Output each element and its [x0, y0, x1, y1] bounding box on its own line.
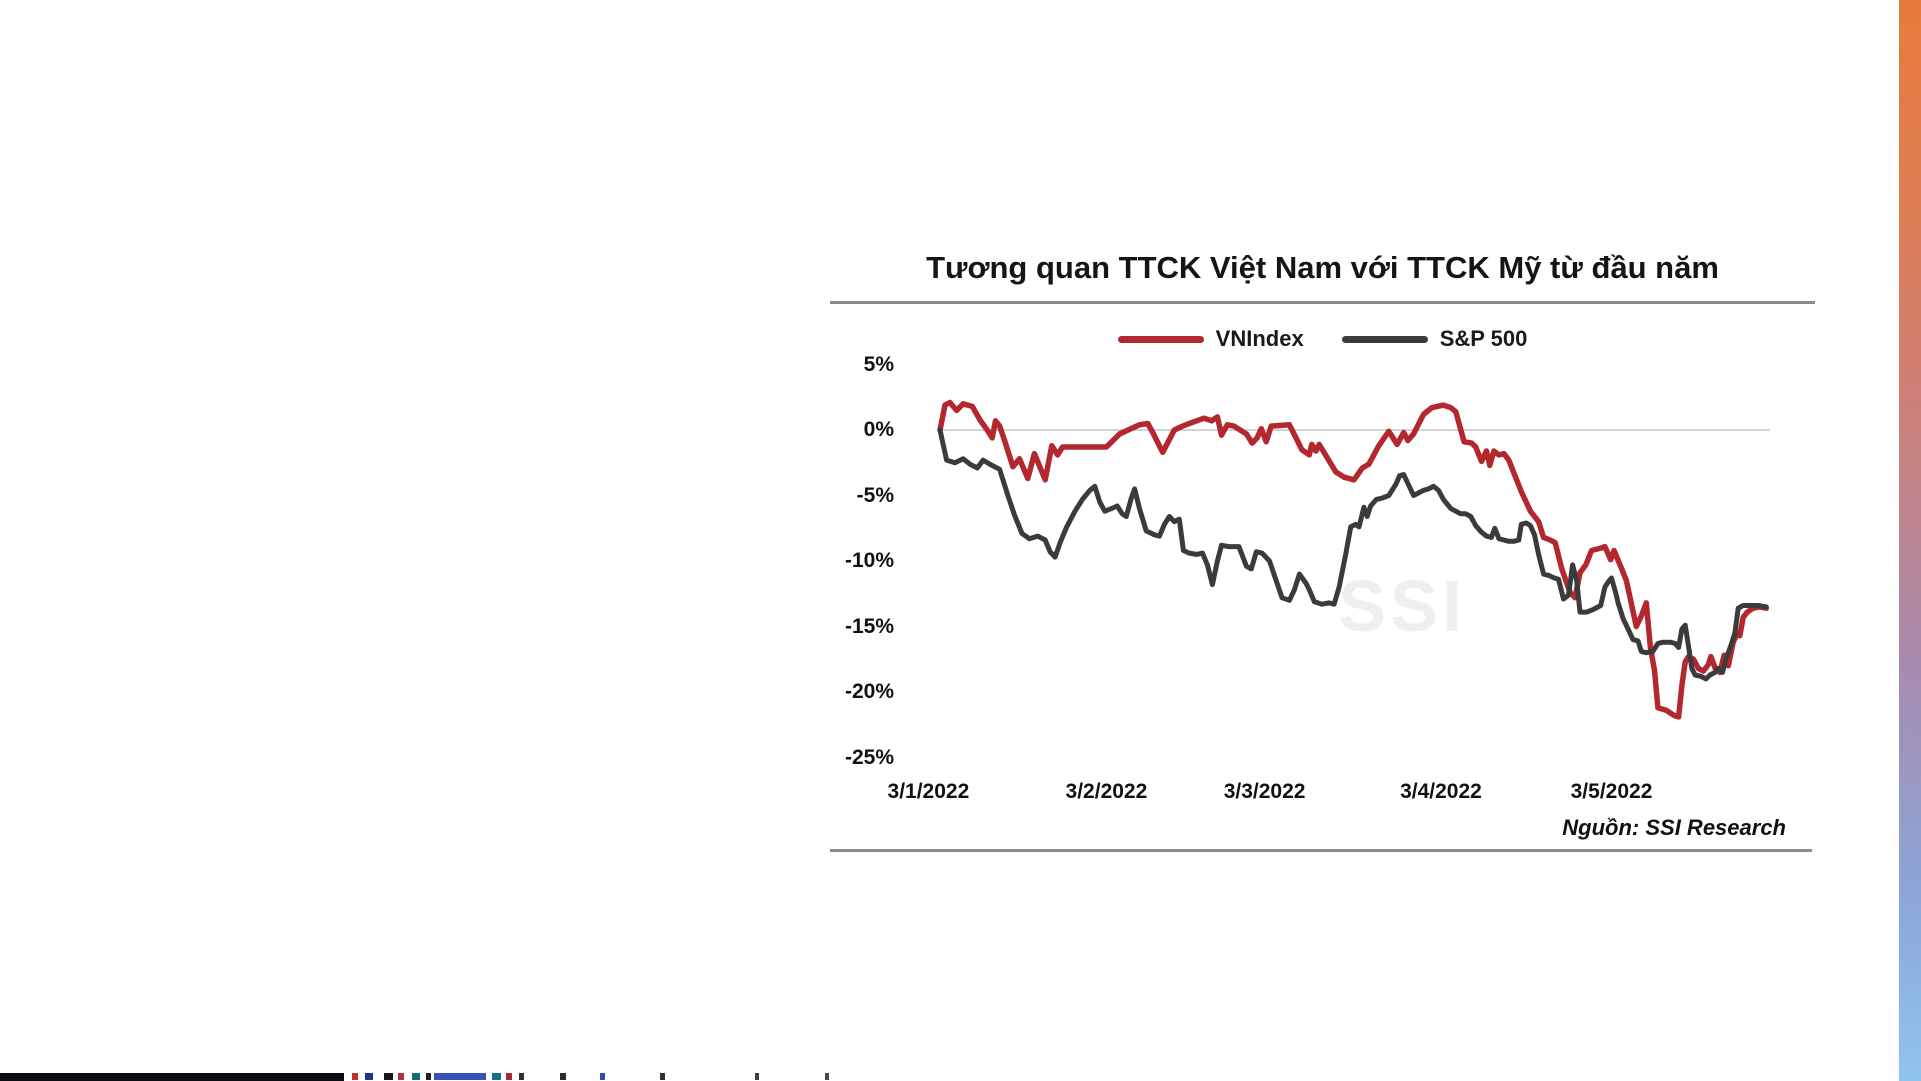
- clipped-text-fragment: [412, 1073, 420, 1080]
- x-tick-label: 3/2/2022: [1065, 780, 1148, 803]
- clipped-text-fragment: [384, 1073, 393, 1080]
- clipped-text-fragment: [660, 1073, 665, 1080]
- x-tick-label: 3/3/2022: [1223, 780, 1306, 803]
- clipped-text-fragment: [755, 1073, 759, 1080]
- y-tick-label: 5%: [863, 352, 894, 376]
- clipped-text-fragment: [506, 1073, 512, 1080]
- y-tick-label: -10%: [844, 549, 894, 572]
- clipped-text-fragment: [492, 1073, 501, 1080]
- top-divider-line: [830, 301, 1815, 304]
- line-chart-plot: [937, 399, 1770, 720]
- clipped-text-fragment: [560, 1073, 566, 1080]
- legend-item-sp500: S&P 500: [1341, 326, 1528, 352]
- clipped-text-fragment: [825, 1073, 829, 1080]
- clipped-text-fragment: [398, 1073, 404, 1080]
- clipped-text-fragment: [434, 1073, 486, 1080]
- clipped-text-fragment: [365, 1073, 373, 1080]
- chart-title: Tương quan TTCK Việt Nam với TTCK Mỹ từ …: [926, 250, 1719, 285]
- clipped-text-fragment: [600, 1073, 605, 1080]
- right-gradient-bar: [1899, 0, 1921, 1081]
- source-note: Nguồn: SSI Research: [1562, 815, 1786, 840]
- y-tick-label: -25%: [844, 745, 894, 769]
- bottom-divider-line: [830, 849, 1812, 852]
- clipped-text-fragment: [352, 1073, 358, 1080]
- clipped-text-fragment: [519, 1073, 524, 1080]
- legend-label-vnindex: VNIndex: [1215, 326, 1304, 351]
- x-tick-label: 3/4/2022: [1400, 780, 1482, 803]
- y-tick-label: -15%: [844, 614, 894, 638]
- vnindex-line-swatch: [1117, 335, 1204, 343]
- x-tick-label: 3/5/2022: [1570, 780, 1653, 803]
- bottom-left-dark-bar: [0, 1073, 344, 1081]
- chart-legend: VNIndex S&P 500: [830, 325, 1815, 353]
- series-line-sp500: [937, 427, 1769, 682]
- y-tick-label: -5%: [856, 483, 894, 507]
- legend-label-sp500: S&P 500: [1439, 326, 1528, 351]
- legend-item-vnindex: VNIndex: [1117, 326, 1304, 352]
- y-tick-label: 0%: [863, 418, 894, 441]
- sp500-line-swatch: [1341, 335, 1428, 343]
- series-line-vnindex: [937, 399, 1770, 720]
- y-tick-label: -20%: [844, 680, 894, 703]
- ssi-watermark: SSI: [1338, 567, 1467, 647]
- clipped-text-fragment: [426, 1073, 431, 1080]
- x-tick-label: 3/1/2022: [887, 780, 970, 803]
